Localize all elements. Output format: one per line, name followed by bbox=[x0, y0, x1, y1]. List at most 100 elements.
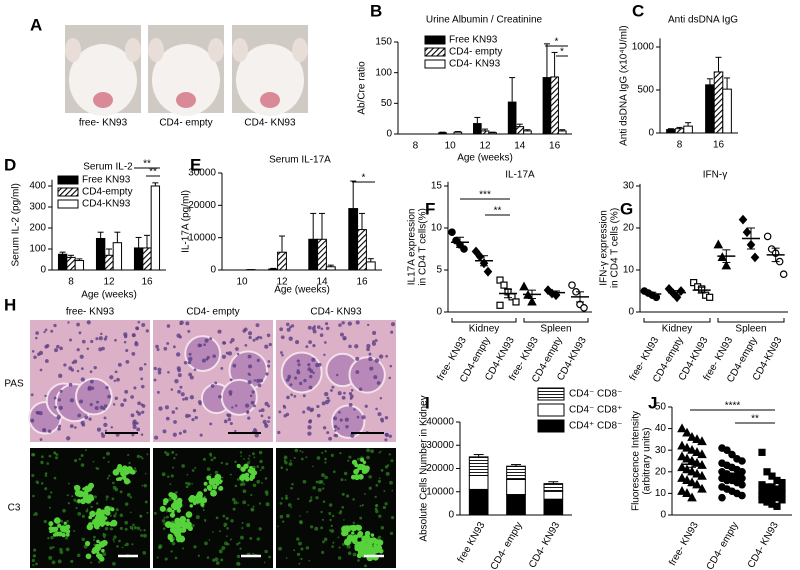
stain bbox=[343, 471, 348, 476]
nucleus bbox=[247, 331, 253, 336]
stain bbox=[95, 467, 99, 470]
glomerulus-stain bbox=[177, 532, 181, 537]
stain bbox=[248, 460, 251, 463]
bar bbox=[57, 253, 68, 271]
x-axis-label: Age (weeks) bbox=[457, 153, 513, 164]
stain bbox=[300, 557, 303, 561]
glomerulus-stain bbox=[187, 525, 193, 532]
data-point bbox=[738, 457, 746, 465]
glomerulus-stain bbox=[240, 466, 246, 472]
nucleus bbox=[109, 375, 114, 380]
stain bbox=[302, 479, 307, 484]
y-tick-label: 0 bbox=[40, 265, 46, 276]
stain bbox=[71, 495, 74, 498]
y-tick-label: 500 bbox=[637, 85, 654, 96]
nucleus bbox=[31, 350, 35, 353]
nucleus bbox=[345, 425, 349, 429]
bar bbox=[308, 238, 319, 271]
stain bbox=[113, 535, 117, 539]
nucleus bbox=[348, 344, 352, 349]
row-label: C3 bbox=[8, 503, 21, 514]
y-axis-label: IL17A expression bbox=[407, 209, 418, 286]
group-bracket bbox=[451, 318, 517, 323]
nucleus bbox=[76, 348, 80, 352]
nucleus bbox=[133, 386, 137, 390]
stain bbox=[256, 537, 260, 541]
nucleus bbox=[166, 324, 171, 328]
stain bbox=[158, 544, 163, 549]
nucleus bbox=[171, 410, 176, 414]
data-point bbox=[690, 279, 698, 287]
nucleus bbox=[44, 328, 48, 332]
x-tick-label: 8 bbox=[677, 140, 683, 151]
bar bbox=[112, 242, 123, 271]
nucleus bbox=[280, 335, 285, 340]
chart-title: IL-17A bbox=[505, 170, 535, 181]
nucleus bbox=[192, 408, 197, 413]
stain bbox=[109, 527, 113, 531]
nucleus bbox=[244, 343, 248, 347]
data-point bbox=[692, 468, 702, 478]
y-axis-label: Serum IL-2 (pg/ml) bbox=[11, 183, 22, 266]
nucleus bbox=[252, 338, 256, 342]
nucleus bbox=[120, 402, 125, 407]
nucleus bbox=[140, 384, 145, 389]
nucleus bbox=[371, 341, 377, 346]
nucleus bbox=[288, 336, 293, 341]
nucleus bbox=[47, 429, 52, 433]
stain bbox=[340, 478, 344, 482]
nucleus bbox=[268, 342, 272, 347]
nucleus bbox=[137, 411, 142, 416]
x-tick-label: free KN93 bbox=[456, 520, 488, 565]
stain bbox=[133, 467, 137, 470]
significance-label: ** bbox=[751, 414, 759, 425]
stain bbox=[277, 525, 279, 528]
nucleus bbox=[248, 335, 252, 340]
nucleus bbox=[339, 332, 344, 337]
y-tick-label: 20 bbox=[655, 466, 667, 477]
glomerulus-stain bbox=[169, 512, 176, 518]
bar bbox=[365, 261, 376, 271]
nucleus bbox=[53, 323, 57, 328]
nucleus bbox=[112, 403, 116, 406]
stain bbox=[224, 541, 228, 546]
bar bbox=[438, 132, 447, 135]
stain bbox=[44, 474, 48, 477]
significance-label: * bbox=[560, 47, 564, 58]
x-tick-label: 16 bbox=[356, 277, 368, 288]
nucleus bbox=[266, 333, 271, 338]
nucleus bbox=[59, 346, 63, 351]
stain bbox=[139, 514, 143, 518]
nucleus bbox=[264, 344, 269, 349]
stain bbox=[286, 514, 290, 518]
stain bbox=[330, 453, 334, 457]
y-axis-label: IL-17A (pg/ml) bbox=[181, 190, 192, 253]
nucleus bbox=[174, 379, 179, 384]
y-tick-label: 0 bbox=[628, 307, 634, 318]
stain bbox=[357, 457, 361, 461]
nucleus bbox=[390, 322, 396, 327]
stain bbox=[324, 461, 327, 464]
x-tick-label: 16 bbox=[141, 277, 153, 288]
nucleus bbox=[326, 396, 330, 400]
bar bbox=[705, 84, 715, 134]
nucleus bbox=[77, 413, 82, 418]
nucleus bbox=[88, 417, 92, 421]
nucleus bbox=[339, 418, 343, 422]
stain bbox=[81, 537, 85, 542]
nucleus bbox=[137, 320, 141, 324]
bar bbox=[317, 238, 327, 271]
group-label: Spleen bbox=[735, 324, 766, 335]
nucleus bbox=[253, 379, 257, 382]
nucleus bbox=[44, 359, 49, 364]
nucleus bbox=[262, 419, 267, 424]
x-tick-label: 12 bbox=[276, 277, 288, 288]
stain bbox=[161, 472, 166, 477]
nucleus bbox=[316, 325, 321, 329]
stain bbox=[139, 455, 143, 458]
photo-label: CD4- empty bbox=[159, 118, 212, 129]
nucleus bbox=[137, 401, 141, 406]
nucleus bbox=[187, 329, 191, 333]
stain bbox=[374, 495, 377, 499]
c3-image bbox=[153, 448, 273, 568]
